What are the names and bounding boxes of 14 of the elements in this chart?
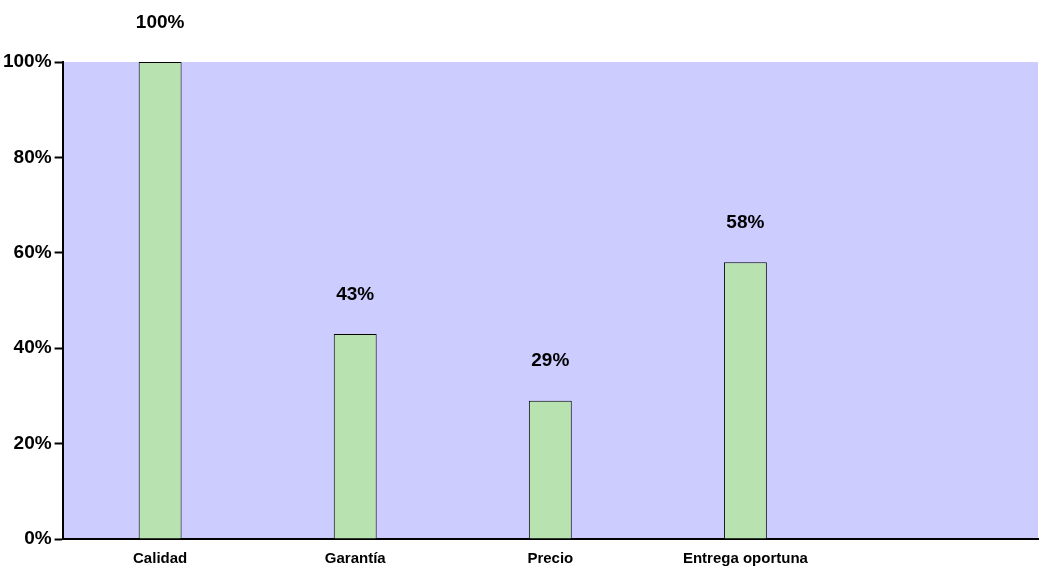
data-label: 58% [726,211,765,233]
y-tick-label: 80% [13,145,52,167]
x-tick-label: Precio [527,549,574,567]
data-label: 43% [336,282,375,304]
x-tick-label: Calidad [133,549,188,567]
y-tick-label: 0% [24,527,52,549]
data-label: 100% [135,10,185,32]
y-tick-label: 100% [2,50,52,72]
x-tick-label: Entrega oportuna [682,549,809,567]
data-label: 29% [531,349,570,371]
y-tick-label: 20% [13,431,52,453]
y-tick-label: 40% [13,336,52,358]
y-tick-label: 60% [13,241,52,263]
x-tick-label: Garantía [324,549,387,567]
